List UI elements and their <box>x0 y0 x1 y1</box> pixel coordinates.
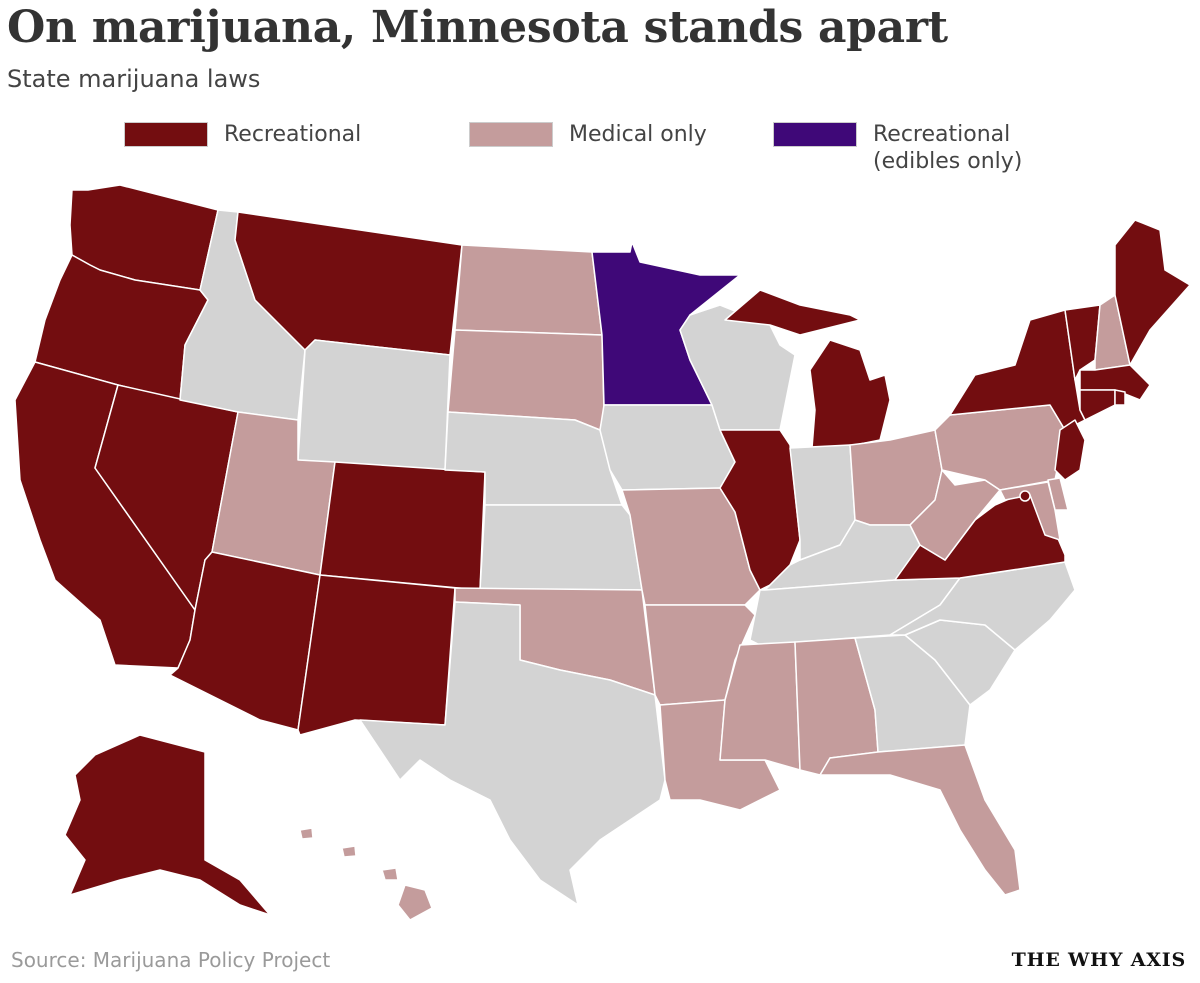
state-RI <box>1114 389 1126 406</box>
state-HI-big <box>397 884 433 921</box>
state-MI-lower <box>809 339 891 449</box>
dc-marker <box>1019 490 1031 502</box>
state-KS <box>479 504 643 591</box>
state-NM <box>297 574 456 736</box>
state-IA <box>599 404 736 491</box>
legend-label-medical: Medical only <box>569 122 707 147</box>
legend-item-medical: Medical only <box>469 121 707 148</box>
state-NJ <box>1054 419 1086 481</box>
state-IL <box>719 429 801 591</box>
state-HI-kauai <box>299 827 314 840</box>
chart-title: On marijuana, Minnesota stands apart <box>7 2 948 53</box>
legend-item-recreational: Recreational <box>124 121 361 148</box>
legend-label-recreational: Recreational <box>224 122 362 147</box>
state-VT <box>1064 304 1101 381</box>
legend-label-edibles: Recreational (edibles only) <box>873 122 1023 174</box>
state-ME <box>1114 219 1191 366</box>
state-AK <box>64 734 271 916</box>
state-WY <box>297 339 451 471</box>
legend-swatch-recreational <box>124 122 208 147</box>
state-FL <box>819 744 1021 896</box>
legend-swatch-edibles <box>773 122 857 147</box>
state-MD <box>999 481 1061 541</box>
legend-item-edibles: Recreational (edibles only) <box>773 121 1022 175</box>
state-CT <box>1079 389 1116 421</box>
state-HI-maui <box>381 867 399 881</box>
brand-logo: THE WHY AXIS <box>1011 949 1186 971</box>
state-TX <box>359 601 666 906</box>
chart-subtitle: State marijuana laws <box>7 65 261 93</box>
source-note: Source: Marijuana Policy Project <box>11 948 331 972</box>
state-MI <box>724 289 861 336</box>
legend-swatch-medical <box>469 122 553 147</box>
state-CO <box>319 461 486 591</box>
state-ND <box>454 244 603 336</box>
state-PA <box>934 404 1066 491</box>
state-NC <box>889 561 1076 651</box>
state-HI-oahu <box>341 845 357 858</box>
